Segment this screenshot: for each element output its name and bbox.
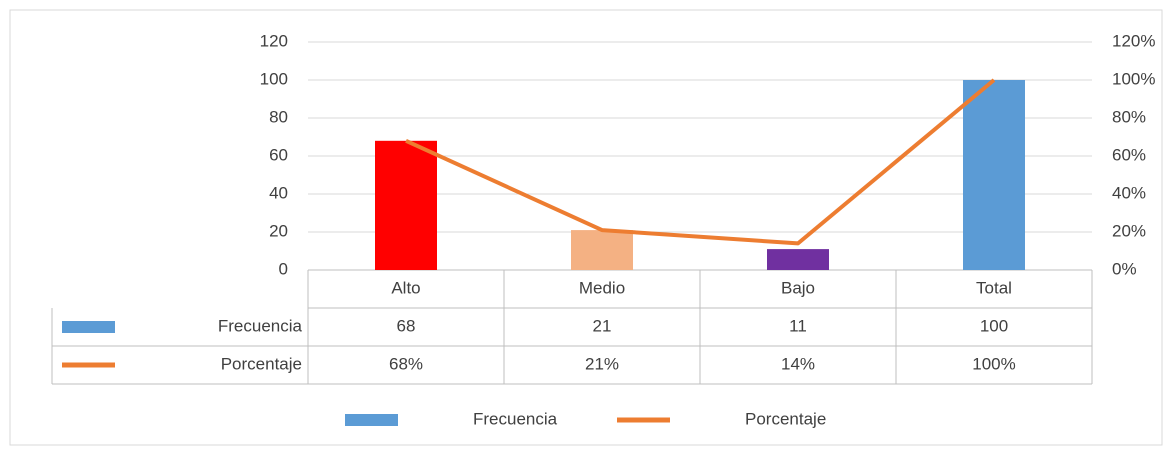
table-cell: 14% bbox=[781, 354, 815, 373]
x-tick-label: Medio bbox=[579, 278, 625, 297]
y2-tick-label: 60% bbox=[1112, 145, 1146, 164]
y-tick-label: 80 bbox=[269, 107, 288, 126]
y-tick-label: 120 bbox=[260, 31, 288, 50]
line bbox=[405, 78, 996, 246]
table-row-header: Porcentaje bbox=[221, 354, 302, 373]
table-cell: 11 bbox=[789, 316, 807, 335]
y2-tick-label: 80% bbox=[1112, 107, 1146, 126]
y-tick-label: 20 bbox=[269, 221, 288, 240]
y2-tick-label: 40% bbox=[1112, 183, 1146, 202]
y-tick-label: 60 bbox=[269, 145, 288, 164]
x-tick-label: Alto bbox=[391, 278, 420, 297]
bar bbox=[963, 80, 1025, 270]
y2-tick-label: 0% bbox=[1112, 259, 1137, 278]
legend-key bbox=[62, 321, 115, 333]
table-cell: 68% bbox=[389, 354, 423, 373]
y2-tick-label: 20% bbox=[1112, 221, 1146, 240]
table-cell: 100 bbox=[980, 316, 1008, 335]
legend-label: Porcentaje bbox=[745, 409, 826, 428]
y-tick-label: 40 bbox=[269, 183, 288, 202]
x-tick-label: Bajo bbox=[781, 278, 815, 297]
legend-label: Frecuencia bbox=[473, 409, 558, 428]
table-row-header: Frecuencia bbox=[218, 316, 303, 335]
bar bbox=[767, 249, 829, 270]
y2-tick-label: 100% bbox=[1112, 69, 1155, 88]
table-cell: 68 bbox=[397, 316, 416, 335]
x-tick-label: Total bbox=[976, 278, 1012, 297]
y-tick-label: 100 bbox=[260, 69, 288, 88]
table-cell: 21 bbox=[593, 316, 612, 335]
y2-tick-label: 120% bbox=[1112, 31, 1155, 50]
table-cell: 21% bbox=[585, 354, 619, 373]
bar bbox=[375, 140, 437, 270]
legend-key bbox=[345, 414, 398, 426]
bar bbox=[571, 230, 633, 270]
table-cell: 100% bbox=[972, 354, 1015, 373]
y-tick-label: 0 bbox=[279, 259, 288, 278]
